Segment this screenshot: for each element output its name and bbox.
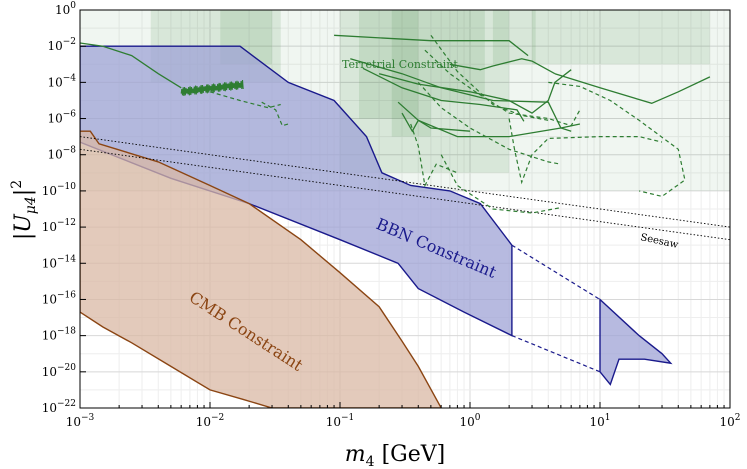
- y-tick-label: 10−10: [42, 182, 77, 198]
- x-tick-label: 100: [459, 413, 480, 429]
- y-tick-label: 10−2: [47, 37, 76, 53]
- y-tick-label: 10−20: [42, 363, 77, 379]
- terrestrial-label: Terretrial Constraint: [342, 58, 458, 71]
- axis-ticks: 10−3 10−2 10−1 100 101 102 10−22 10−20 10−18 10−1…: [42, 1, 741, 429]
- y-tick-label: 100: [55, 1, 76, 17]
- bbn-dashed-curve: [511, 335, 601, 373]
- terrestrial-wiggle-curve: [180, 80, 244, 97]
- x-tick-label: 10−3: [66, 413, 95, 429]
- terrestrial-dashed-curve: [440, 154, 562, 214]
- y-tick-label: 10−4: [47, 73, 76, 89]
- x-tick-label: 10−1: [326, 413, 355, 429]
- y-tick-label: 10−8: [47, 146, 76, 162]
- y-tick-label: 10−6: [47, 110, 76, 126]
- bbn-dashed-curve: [511, 244, 601, 301]
- terrestrial-curve: [401, 112, 471, 133]
- bbn-region: [599, 297, 673, 386]
- terrestrial-curve: [554, 73, 711, 104]
- terrestrial-dashed-curve: [548, 81, 686, 198]
- y-tick-label: 10−22: [42, 399, 76, 415]
- y-tick-label: 10−12: [42, 218, 76, 234]
- x-axis-label: m4 [GeV]: [345, 442, 445, 469]
- terrestrial-dashed-curve: [508, 118, 663, 185]
- y-tick-label: 10−16: [42, 290, 77, 306]
- terrestrial-band: [391, 10, 431, 137]
- x-tick-label: 102: [719, 413, 740, 429]
- terrestrial-dashed-curve: [209, 91, 281, 109]
- x-tick-label: 10−2: [196, 413, 225, 429]
- terrestrial-dashed-curve: [417, 81, 562, 165]
- terrestrial-curve: [397, 101, 581, 138]
- terrestrial-dashed-curve: [424, 49, 581, 127]
- terrestrial-curve: [334, 34, 529, 57]
- terrestrial-dashed-curve: [410, 123, 458, 188]
- terrestrial-curve: [449, 58, 556, 75]
- terrestrial-dashed-curve: [261, 101, 289, 127]
- plot-area: [80, 10, 730, 408]
- seesaw-line: [80, 136, 730, 228]
- terrestrial-band: [430, 10, 485, 101]
- seesaw-line: [80, 148, 730, 241]
- terrestrial-band: [492, 10, 536, 65]
- terrestrial-curve: [362, 67, 525, 122]
- terrestrial-band: [532, 10, 710, 65]
- plot-frame: [79, 9, 731, 409]
- y-tick-label: 10−14: [42, 254, 77, 270]
- terrestrial-curve: [378, 69, 572, 114]
- terrestrial-curve: [80, 42, 182, 89]
- x-tick-label: 101: [589, 413, 610, 429]
- y-tick-label: 10−18: [42, 327, 77, 343]
- cmb-region: [80, 130, 442, 408]
- terrestrial-dashed-curve: [430, 34, 549, 121]
